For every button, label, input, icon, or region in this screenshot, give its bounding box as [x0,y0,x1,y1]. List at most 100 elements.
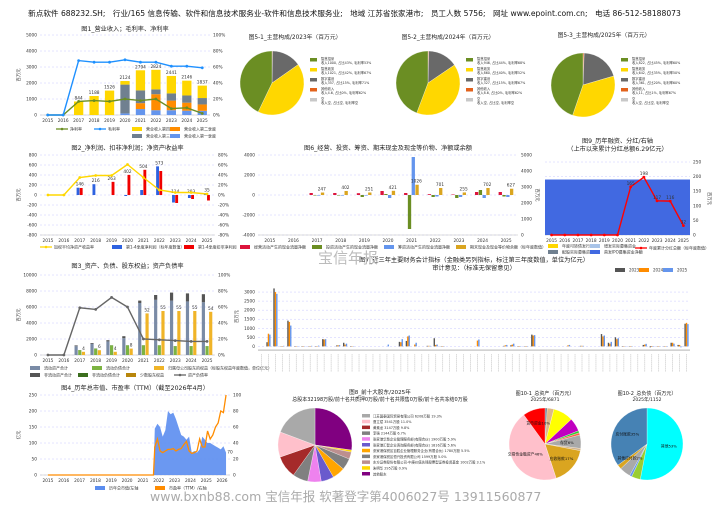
legend-detail: 收入327, 占比15%, 毛利率67% [477,80,525,85]
x-tick-label: 2022 [153,478,164,484]
x-tick-label: 2020 [120,118,131,124]
indicator-bar [615,337,616,346]
y2-tick-label: -40% [218,213,229,219]
profit-bar [93,184,96,195]
balance-bar [82,352,85,355]
x-tick-label: 2015 [42,238,53,244]
legend-swatch [466,88,473,92]
indicator-bar [533,336,534,347]
legend-label: 非流动负债合计 [92,372,120,378]
legend-swatch [362,426,370,430]
cashflow-bar [451,195,454,196]
x-tick-label: 2025 [202,358,213,364]
y2-tick-label: 0% [218,353,225,359]
indicator-bar [344,345,345,347]
legend-swatch [95,486,105,490]
cashflow-bar [364,195,367,196]
cashflow-bar [483,195,486,198]
legend-swatch [362,437,370,441]
indicator-bar [506,345,507,346]
legend-detail: 收入1021, 占比42%, 毛利率67% [321,70,371,75]
revenue-bar-segment [182,95,191,102]
revenue-bar-segment [167,93,176,100]
balance-bar [122,336,125,338]
y2-tick-label: -80% [218,233,229,239]
legend-swatch [621,58,628,62]
indicator-bar [684,324,685,347]
indicator-bar [325,339,326,346]
profit-bar [191,195,194,199]
indicator-bar [505,345,506,346]
indicator-bar [268,334,269,347]
y-tick-label: 2500 [244,299,255,305]
equity-label: 55 [192,305,198,311]
roe-point [126,163,129,166]
legend-swatch [384,245,394,249]
debt-ratio-point [110,296,113,299]
indicator-bar [644,345,645,347]
y2-tick-label: 200 [693,174,701,180]
profit-bar [140,190,143,195]
balance-bar [170,301,173,355]
legend-swatch [92,366,102,370]
y-tick-label: -800 [27,233,37,239]
balance-bar [138,301,141,303]
y2-tick-label: 100 [693,203,701,209]
legend-label: 流动负债合计 [106,365,130,371]
legend-detail: 收入4.6, 占比0%, 毛利率62% [321,90,366,95]
chart-title: 图1_营业收入；毛利率、净利率 [81,25,168,33]
legend-label: 曹立斌 3541万股 11.0% [373,419,412,424]
indicator-bar [583,346,584,347]
y2-tick-label: 1000 [521,217,532,223]
revenue-total-label: 1188 [89,90,100,96]
y2-tick-label: 3000 [521,185,532,191]
y2-tick-label: 60 [233,425,239,431]
dividend-point [603,234,606,237]
y-tick-label: 0 [34,113,37,119]
legend-swatch [78,373,88,377]
legend-marker [640,247,643,250]
indicator-bar [414,345,415,347]
x-tick-label: 2022 [638,238,649,244]
y-tick-label: 1000 [26,97,37,103]
indicator-bar [287,321,288,347]
cashflow-bar [361,195,364,197]
indicator-bar [581,346,582,347]
x-tick-label: 2018 [335,238,346,244]
profit-bar [207,195,210,201]
revenue-total-label: 2124 [120,75,131,81]
y2-tick-label: -20% [218,203,229,209]
balance-bar [202,294,205,302]
revenue-bar-segment [136,103,145,109]
net-margin-point [170,107,173,110]
y2-tick-label: 100% [218,273,230,279]
x-tick-label: 2024 [186,238,197,244]
y-tick-label: 5000 [26,33,37,39]
x-tick-label: 2018 [90,358,101,364]
x-tick-label: 2021 [138,358,149,364]
y-tick-label: 6000 [26,305,37,311]
cashflow-bar [463,192,466,195]
x-tick-label: 2023 [166,118,177,124]
cashflow-bar [345,191,348,195]
y-tick-label: 150 [29,425,37,431]
y2-tick-label: 40% [218,173,228,179]
x-tick-label: 2016 [288,238,299,244]
indicator-bar [645,344,646,347]
indicator-bar [290,326,291,347]
debt-ratio-point [190,340,193,343]
indicator-bar [670,343,671,347]
x-tick-label: 2022 [154,358,165,364]
indicator-bar [409,336,410,347]
slice-label: 应收账款17% [550,456,574,461]
x-tick-label: 2022 [430,238,441,244]
roe-point [62,194,65,197]
legend-swatch [456,245,466,249]
y-tick-label: 10000 [23,273,37,279]
x-tick-label: 2026 [217,478,228,484]
indicator-bar [434,338,435,346]
chart-title: 图7_近三年主要财务会计指标（金融类另列指标，标注第三年度数值，单位为亿元） [359,256,589,264]
x-tick-label: 2025 [202,238,213,244]
x-tick-label: 2020 [122,478,133,484]
x-tick-label: 2015 [42,478,53,484]
